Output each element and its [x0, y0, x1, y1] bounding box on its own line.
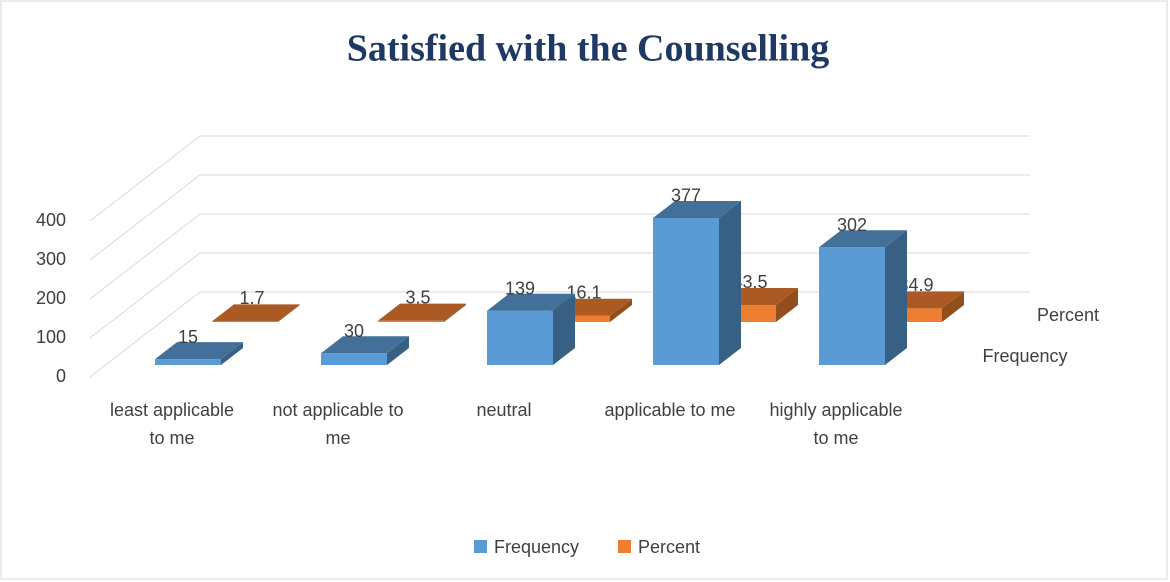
grid-line — [89, 252, 201, 339]
bar-face — [942, 291, 964, 322]
bar-face — [378, 303, 466, 321]
legend-label: Percent — [638, 537, 700, 557]
bar-face — [378, 320, 444, 322]
bar-face — [212, 304, 300, 322]
bar-face — [487, 293, 575, 311]
bar — [155, 342, 243, 365]
data-label: 30 — [344, 321, 364, 341]
grid-line — [89, 174, 201, 261]
data-label: 3.5 — [405, 287, 430, 307]
x-tick-label: applicable to me — [604, 400, 736, 420]
data-label: 1.7 — [239, 288, 264, 308]
bar-face — [776, 288, 798, 322]
data-label: 15 — [178, 327, 198, 347]
bar — [321, 336, 409, 365]
data-label: 139 — [505, 279, 535, 299]
y-tick-label: 100 — [36, 327, 66, 347]
bar-face — [653, 200, 741, 218]
bar-face — [444, 303, 466, 322]
bar-face — [719, 200, 741, 365]
legend-label: Frequency — [494, 537, 579, 557]
bar-face — [278, 304, 300, 322]
depth-label: Frequency — [982, 346, 1067, 366]
data-label: 377 — [671, 186, 701, 206]
legend-swatch — [474, 540, 487, 553]
bar-face — [155, 359, 221, 365]
bar-face — [553, 293, 575, 365]
data-label: 43.5 — [732, 272, 767, 292]
bar — [487, 293, 575, 365]
y-tick-label: 400 — [36, 210, 66, 230]
y-tick-label: 200 — [36, 288, 66, 308]
x-tick-label: neutral — [476, 400, 532, 420]
x-tick-label: least applicable to me — [109, 400, 235, 448]
data-label: 302 — [837, 215, 867, 235]
data-label: 34.9 — [898, 275, 933, 295]
bar-face — [387, 336, 409, 365]
bar — [819, 230, 907, 365]
grid-line — [89, 213, 201, 300]
bar-face — [321, 336, 409, 354]
grid-line — [89, 291, 201, 378]
depth-label: Percent — [1037, 305, 1099, 325]
bar — [212, 304, 300, 322]
bar-face — [885, 230, 907, 365]
bar — [653, 200, 741, 365]
bar-face — [610, 298, 632, 322]
bar-face — [221, 342, 243, 365]
bar-face — [819, 247, 885, 365]
y-tick-label: 0 — [56, 366, 66, 386]
bar-face — [155, 342, 243, 360]
x-tick-label: highly applicable to me — [769, 400, 903, 448]
bar-face — [487, 310, 553, 365]
y-tick-label: 300 — [36, 249, 66, 269]
grid-line — [89, 135, 201, 222]
chart-title: Satisfied with the Counselling — [347, 28, 829, 70]
bar — [378, 303, 466, 322]
x-tick-label: not applicable to me — [272, 400, 404, 448]
legend-swatch — [618, 540, 631, 553]
bar-face — [819, 230, 907, 248]
data-label: 16.1 — [566, 282, 601, 302]
bar-face — [653, 217, 719, 365]
bar-face — [212, 321, 278, 322]
bar-face — [321, 353, 387, 365]
